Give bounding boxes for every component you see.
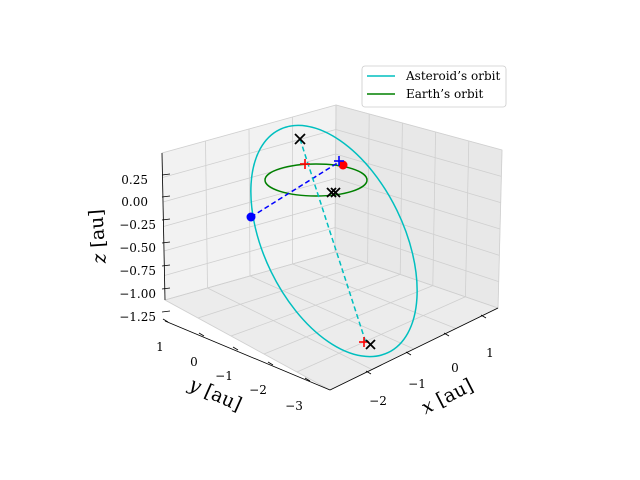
- x-tick-label: −1: [408, 377, 426, 391]
- grid-lines: [161, 104, 503, 391]
- z-tick-label: −1.25: [119, 310, 156, 324]
- legend: Asteroid’s orbit Earth’s orbit: [361, 65, 507, 108]
- tick-mark: [304, 377, 311, 382]
- red-point: [338, 160, 348, 170]
- legend-box: [361, 65, 507, 108]
- z-tick-label: −0.50: [119, 241, 156, 255]
- y-axis-line: [164, 320, 331, 391]
- grid-line: [162, 129, 336, 178]
- grid-line: [263, 285, 433, 355]
- y-tick-label: 0: [190, 355, 198, 369]
- z-axis-label: z [au]: [85, 208, 111, 265]
- tick-mark: [161, 173, 171, 176]
- tick-mark: [443, 332, 450, 337]
- tick-mark: [405, 351, 412, 356]
- z-tick-label: −0.75: [119, 264, 156, 278]
- grid-line: [163, 202, 336, 252]
- blue-dashed-line: [250, 161, 340, 218]
- red-plus-marker: [300, 159, 310, 169]
- earth-orbit-line: [264, 163, 368, 197]
- grid-line: [335, 227, 499, 283]
- tick-mark: [161, 218, 171, 221]
- z-tick-labels: 0.25 0.00 −0.25 −0.50 −0.75 −1.00 −1.25: [119, 173, 156, 324]
- grid-line: [197, 262, 368, 319]
- tick-mark: [161, 195, 171, 198]
- black-x-marker-top: [294, 133, 306, 145]
- tick-mark: [161, 241, 171, 244]
- grid-line: [335, 153, 501, 204]
- black-x-marker-bottom: [365, 339, 376, 350]
- legend-label-asteroid: Asteroid’s orbit: [405, 69, 500, 83]
- grid-line: [249, 275, 415, 350]
- asteroid-orbit-line: [250, 124, 418, 358]
- blue-point: [246, 212, 256, 222]
- z-tick-label: −0.25: [119, 218, 156, 232]
- axis-lines: [161, 152, 499, 391]
- blue-plus-marker: [334, 156, 344, 166]
- tick-mark: [161, 287, 171, 290]
- tick-mark: [198, 332, 205, 337]
- tick-mark: [480, 314, 487, 319]
- tick-mark: [161, 310, 171, 313]
- z-axis-line: [161, 152, 166, 301]
- grid-line: [164, 227, 336, 276]
- grid-line: [207, 287, 373, 370]
- x-tick-label: 0: [451, 361, 459, 375]
- tick-marks: [161, 173, 487, 382]
- grid-line: [230, 274, 401, 337]
- black-x-marker-center: [326, 187, 341, 198]
- tick-mark: [162, 318, 169, 323]
- tick-mark: [232, 346, 239, 351]
- grid-line: [335, 202, 500, 256]
- x-tick-labels: −2 −1 0 1: [369, 346, 494, 408]
- z-tick-label: 0.25: [121, 173, 148, 187]
- x-axis-line: [329, 307, 499, 391]
- grid-line: [292, 263, 457, 329]
- grid-line: [163, 178, 336, 227]
- grid-line: [164, 251, 336, 301]
- y-tick-labels: 1 0 −1 −2 −3: [156, 340, 303, 413]
- grid-line: [335, 129, 502, 177]
- z-tick-label: 0.00: [121, 195, 148, 209]
- grid-line: [335, 104, 503, 151]
- x-tick-label: 1: [486, 346, 494, 360]
- legend-label-earth: Earth’s orbit: [406, 87, 483, 101]
- y-tick-label: −3: [285, 399, 303, 413]
- z-tick-label: −1.00: [119, 287, 156, 301]
- y-tick-label: −1: [215, 369, 233, 383]
- cyan-dashed-line: [299, 138, 367, 344]
- tick-mark: [267, 361, 274, 366]
- tick-mark: [161, 264, 171, 267]
- grid-line: [164, 299, 331, 391]
- grid-line: [296, 296, 466, 373]
- x-tick-label: −2: [369, 394, 387, 408]
- grid-line: [161, 104, 337, 154]
- y-tick-label: 1: [156, 340, 164, 354]
- tick-mark: [365, 370, 372, 375]
- y-tick-label: −2: [249, 383, 267, 397]
- x-axis-label: x [au]: [418, 374, 477, 419]
